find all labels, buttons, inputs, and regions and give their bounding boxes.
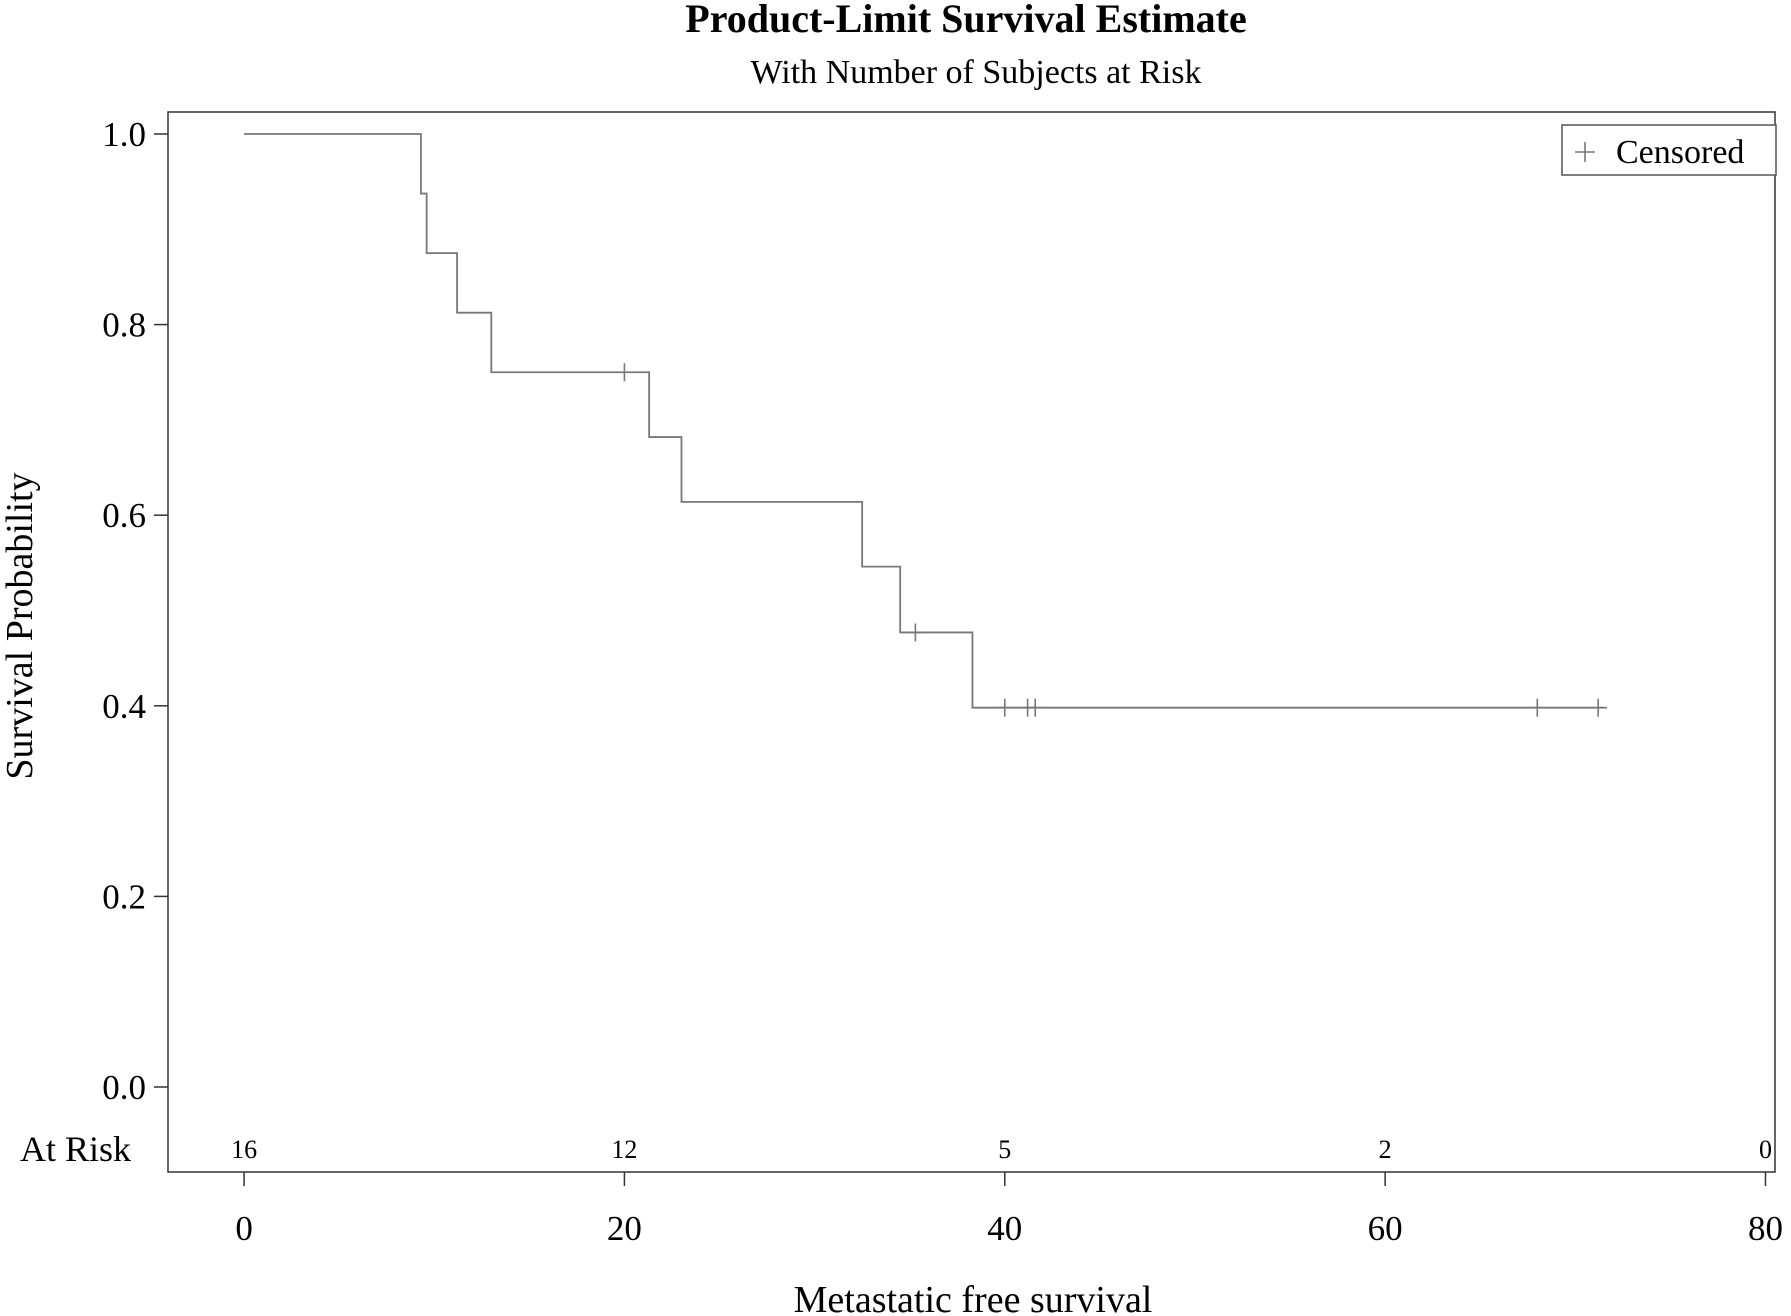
at-risk-count: 5 [998,1135,1011,1164]
censor-marks [615,363,1608,717]
y-tick-label: 1.0 [102,115,146,154]
censor-mark [1589,698,1608,717]
legend-censored-icon [1575,142,1595,162]
at-risk-count: 16 [231,1135,257,1164]
censor-mark [1026,698,1045,717]
y-tick-label: 0.0 [102,1068,146,1107]
at-risk-count: 12 [611,1135,637,1164]
x-tick-label: 20 [607,1209,642,1248]
y-tick-label: 0.6 [102,496,146,535]
legend-box [1561,124,1777,176]
censor-mark [1528,698,1547,717]
x-axis-label: Metastatic free survival [794,1279,1153,1316]
plot-frame [167,111,1776,1173]
at-risk-label: At Risk [20,1129,131,1169]
x-tick-label: 40 [987,1209,1022,1248]
legend: Censored [1561,124,1777,176]
legend-censored-label: Censored [1616,134,1744,171]
y-tick-label: 0.2 [102,877,146,916]
survival-step-line [244,133,1604,709]
at-risk-counts: 16 12 5 2 0 [231,1135,1772,1164]
censor-mark [615,363,634,382]
censor-mark [906,623,925,642]
x-ticks: 0 20 40 60 80 [235,1172,1783,1248]
y-tick-label: 0.4 [102,687,146,726]
censor-mark [995,698,1014,717]
at-risk-count: 2 [1379,1135,1392,1164]
km-curve [244,133,1604,709]
x-tick-label: 80 [1748,1209,1783,1248]
y-tick-label: 0.8 [102,306,146,345]
x-tick-label: 0 [235,1209,253,1248]
at-risk-count: 0 [1759,1135,1772,1164]
x-tick-label: 60 [1368,1209,1403,1248]
y-ticks: 0.0 0.2 0.4 0.6 0.8 1.0 [102,115,168,1107]
chart-subtitle: With Number of Subjects at Risk [751,54,1202,91]
y-axis-label: Survival Probability [0,472,41,779]
chart-title: Product-Limit Survival Estimate [685,0,1246,41]
